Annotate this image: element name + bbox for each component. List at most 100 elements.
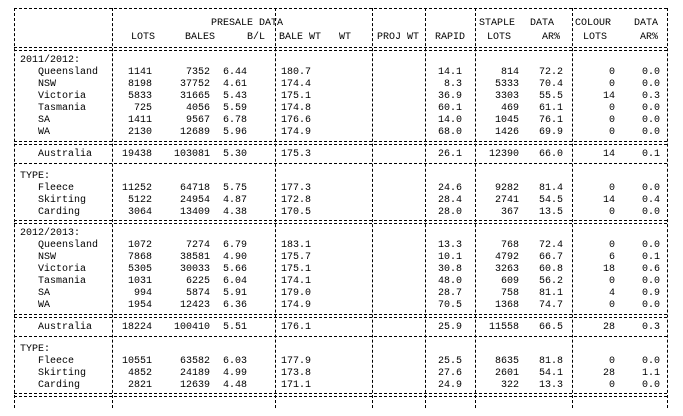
cell: 5833 [127,91,152,102]
cell: 4852 [127,368,152,379]
cell: 0.6 [641,264,660,275]
cell: 0 [608,67,615,78]
cell: 1031 [127,276,152,287]
cell: 4.87 [222,195,247,206]
region-label: Queensland [38,240,99,251]
cell: 1411 [127,115,152,126]
header-label: COLOUR [575,18,612,29]
cell: 8635 [494,356,519,367]
rule [14,393,667,394]
cell: 180.7 [281,67,312,78]
cell: 54.5 [538,195,563,206]
cell: 5.66 [222,264,247,275]
cell: 174.9 [281,300,312,311]
cell: 7868 [127,252,152,263]
cell: 66.7 [538,252,563,263]
cell: 2130 [127,127,152,138]
cell: 10.1 [437,252,462,263]
cell: 170.5 [281,207,312,218]
column-rule [425,8,426,408]
rule [14,336,667,337]
cell: 172.8 [281,195,312,206]
cell: 14.0 [437,115,462,126]
region-label: WA [38,127,51,138]
cell: 6.36 [222,300,247,311]
cell: 5.75 [222,183,247,194]
cell: 11252 [121,183,152,194]
cell: 13.3 [538,380,563,391]
header-label: LOTS [487,32,512,43]
cell: 18 [602,264,615,275]
cell: 5.91 [222,288,247,299]
cell: 1141 [127,67,152,78]
cell: 61.1 [538,103,563,114]
cell: 7274 [185,240,210,251]
header-label: PRESALE DATA [211,18,284,29]
cell: 175.7 [281,252,312,263]
cell: 758 [500,288,519,299]
cell: 81.4 [538,183,563,194]
cell: 48.0 [437,276,462,287]
cell: 183.1 [281,240,312,251]
header-label: RAPID [435,32,466,43]
cell: 2601 [494,368,519,379]
cell: 1954 [127,300,152,311]
cell: 0 [608,380,615,391]
rule [14,317,667,318]
cell: 0 [608,300,615,311]
header-label: AR% [640,32,659,43]
cell: 6.04 [222,276,247,287]
cell: 30.8 [437,264,462,275]
cell: 0.0 [641,183,660,194]
cell: 63582 [179,356,210,367]
cell: 173.8 [281,368,312,379]
header-label: LOTS [131,32,156,43]
cell: 1.1 [641,368,660,379]
cell: 5305 [127,264,152,275]
column-rule [275,8,276,408]
cell: 30033 [179,264,210,275]
rule [14,8,667,9]
region-label: WA [38,300,51,311]
header-label: DATA [530,18,555,29]
cell: 28.0 [437,207,462,218]
cell: 70.4 [538,79,563,90]
cell: 68.0 [437,127,462,138]
cell: 5.30 [222,149,247,160]
cell: 24.6 [437,183,462,194]
rule [14,47,667,48]
cell: 6.44 [222,67,247,78]
cell: 0.9 [641,288,660,299]
cell: 0.0 [641,103,660,114]
cell: 469 [500,103,519,114]
column-rule [14,8,15,408]
cell: 28 [602,368,615,379]
cell: 1368 [494,300,519,311]
header-label: BALES [185,32,216,43]
cell: 24.9 [437,380,462,391]
cell: 176.1 [281,322,312,333]
cell: 66.0 [538,149,563,160]
cell: 0 [608,183,615,194]
cell: 72.4 [538,240,563,251]
cell: 55.5 [538,91,563,102]
cell: 4.61 [222,79,247,90]
cell: 26.1 [437,149,462,160]
cell: 19438 [121,149,152,160]
region-label: Victoria [38,264,87,275]
header-label: B/L [247,32,266,43]
total-label: Australia [38,322,93,333]
cell: 0.0 [641,300,660,311]
header-label: AR% [542,32,561,43]
cell: 0.1 [641,252,660,263]
type-label: Carding [38,207,81,218]
cell: 36.9 [437,91,462,102]
cell: 12639 [179,380,210,391]
cell: 13.5 [538,207,563,218]
cell: 4 [608,288,615,299]
cell: 1426 [494,127,519,138]
section-label: 2012/2013: [20,228,81,239]
type-label: Skirting [38,195,87,206]
cell: 103081 [173,149,210,160]
column-rule [372,8,373,408]
